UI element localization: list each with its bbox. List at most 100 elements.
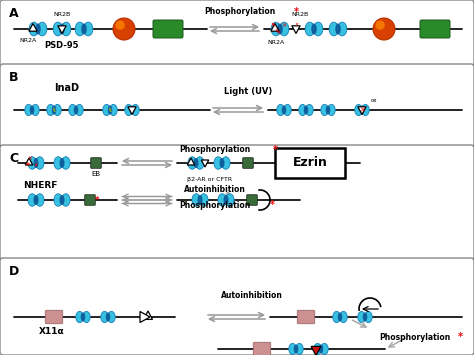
Ellipse shape — [289, 343, 296, 355]
Ellipse shape — [81, 23, 87, 34]
Ellipse shape — [32, 104, 39, 116]
Text: Autoinhibition: Autoinhibition — [184, 186, 246, 195]
Ellipse shape — [75, 104, 83, 116]
FancyBboxPatch shape — [0, 0, 474, 67]
Polygon shape — [311, 346, 321, 355]
Ellipse shape — [277, 23, 283, 34]
Text: *: * — [457, 332, 463, 342]
FancyBboxPatch shape — [275, 148, 345, 178]
Ellipse shape — [306, 104, 313, 116]
Ellipse shape — [30, 105, 34, 115]
Text: ✕: ✕ — [27, 157, 32, 162]
Ellipse shape — [365, 311, 372, 323]
Ellipse shape — [103, 104, 110, 116]
Ellipse shape — [47, 104, 55, 116]
Ellipse shape — [116, 21, 125, 30]
Text: Phosphorylation: Phosphorylation — [179, 146, 251, 154]
Ellipse shape — [82, 311, 90, 323]
Polygon shape — [128, 107, 136, 115]
Text: NHERF: NHERF — [23, 180, 57, 190]
Ellipse shape — [69, 104, 76, 116]
Text: ✕: ✕ — [270, 22, 274, 27]
Ellipse shape — [108, 105, 112, 115]
Ellipse shape — [294, 344, 298, 354]
Ellipse shape — [305, 22, 314, 36]
FancyBboxPatch shape — [153, 20, 183, 38]
Polygon shape — [25, 158, 33, 165]
FancyBboxPatch shape — [253, 342, 271, 355]
Text: ✕: ✕ — [270, 23, 275, 28]
Ellipse shape — [60, 195, 64, 205]
Polygon shape — [201, 160, 209, 167]
Ellipse shape — [36, 157, 44, 169]
Text: ↯: ↯ — [52, 108, 56, 113]
Ellipse shape — [34, 158, 38, 168]
Ellipse shape — [224, 195, 228, 205]
Ellipse shape — [333, 311, 340, 323]
Ellipse shape — [101, 311, 109, 323]
Text: X11α: X11α — [39, 328, 65, 337]
FancyBboxPatch shape — [91, 158, 101, 168]
Ellipse shape — [106, 312, 110, 322]
FancyBboxPatch shape — [297, 310, 315, 324]
Ellipse shape — [62, 194, 70, 206]
Ellipse shape — [226, 194, 234, 206]
Ellipse shape — [193, 158, 199, 168]
Ellipse shape — [319, 344, 323, 354]
FancyBboxPatch shape — [85, 195, 95, 205]
Ellipse shape — [54, 194, 63, 206]
Text: D: D — [9, 265, 19, 278]
Polygon shape — [140, 311, 150, 322]
Text: PSD-95: PSD-95 — [45, 40, 79, 49]
Text: C: C — [9, 152, 18, 165]
Text: *: * — [26, 162, 30, 170]
FancyBboxPatch shape — [246, 195, 257, 205]
Ellipse shape — [130, 105, 134, 115]
FancyBboxPatch shape — [0, 64, 474, 147]
Polygon shape — [292, 26, 300, 33]
Ellipse shape — [283, 104, 291, 116]
Text: Phosphorylation: Phosphorylation — [179, 201, 251, 209]
Text: Ezrin: Ezrin — [292, 157, 328, 169]
Ellipse shape — [198, 195, 202, 205]
Ellipse shape — [34, 195, 38, 205]
Ellipse shape — [53, 22, 63, 36]
FancyBboxPatch shape — [0, 258, 474, 355]
Text: NR2A: NR2A — [267, 39, 284, 44]
Ellipse shape — [337, 22, 347, 36]
Ellipse shape — [54, 157, 63, 169]
Polygon shape — [29, 23, 37, 31]
Ellipse shape — [221, 157, 230, 169]
Ellipse shape — [28, 194, 36, 206]
Ellipse shape — [320, 343, 328, 355]
Ellipse shape — [363, 312, 367, 322]
Ellipse shape — [329, 22, 338, 36]
Text: A: A — [9, 7, 18, 20]
Ellipse shape — [338, 312, 342, 322]
Polygon shape — [271, 23, 279, 31]
Ellipse shape — [74, 105, 78, 115]
Ellipse shape — [60, 158, 64, 168]
Text: Phosphorylation: Phosphorylation — [204, 7, 275, 16]
Ellipse shape — [36, 194, 44, 206]
Text: β2-AR or CFTR: β2-AR or CFTR — [187, 178, 233, 182]
Text: EB: EB — [91, 171, 100, 177]
Ellipse shape — [188, 157, 196, 169]
Text: ox: ox — [371, 98, 377, 104]
Polygon shape — [144, 311, 153, 320]
Polygon shape — [187, 158, 195, 165]
Ellipse shape — [25, 104, 32, 116]
Ellipse shape — [83, 22, 93, 36]
Text: ✕: ✕ — [274, 27, 278, 33]
Ellipse shape — [108, 311, 115, 323]
Ellipse shape — [200, 194, 208, 206]
Polygon shape — [358, 107, 366, 115]
Text: *: * — [293, 7, 299, 17]
Ellipse shape — [196, 157, 204, 169]
Ellipse shape — [214, 157, 222, 169]
Ellipse shape — [113, 18, 135, 40]
Text: B: B — [9, 71, 18, 84]
Text: Light (UV): Light (UV) — [224, 87, 272, 97]
Ellipse shape — [362, 104, 369, 116]
Text: *: * — [270, 200, 274, 210]
